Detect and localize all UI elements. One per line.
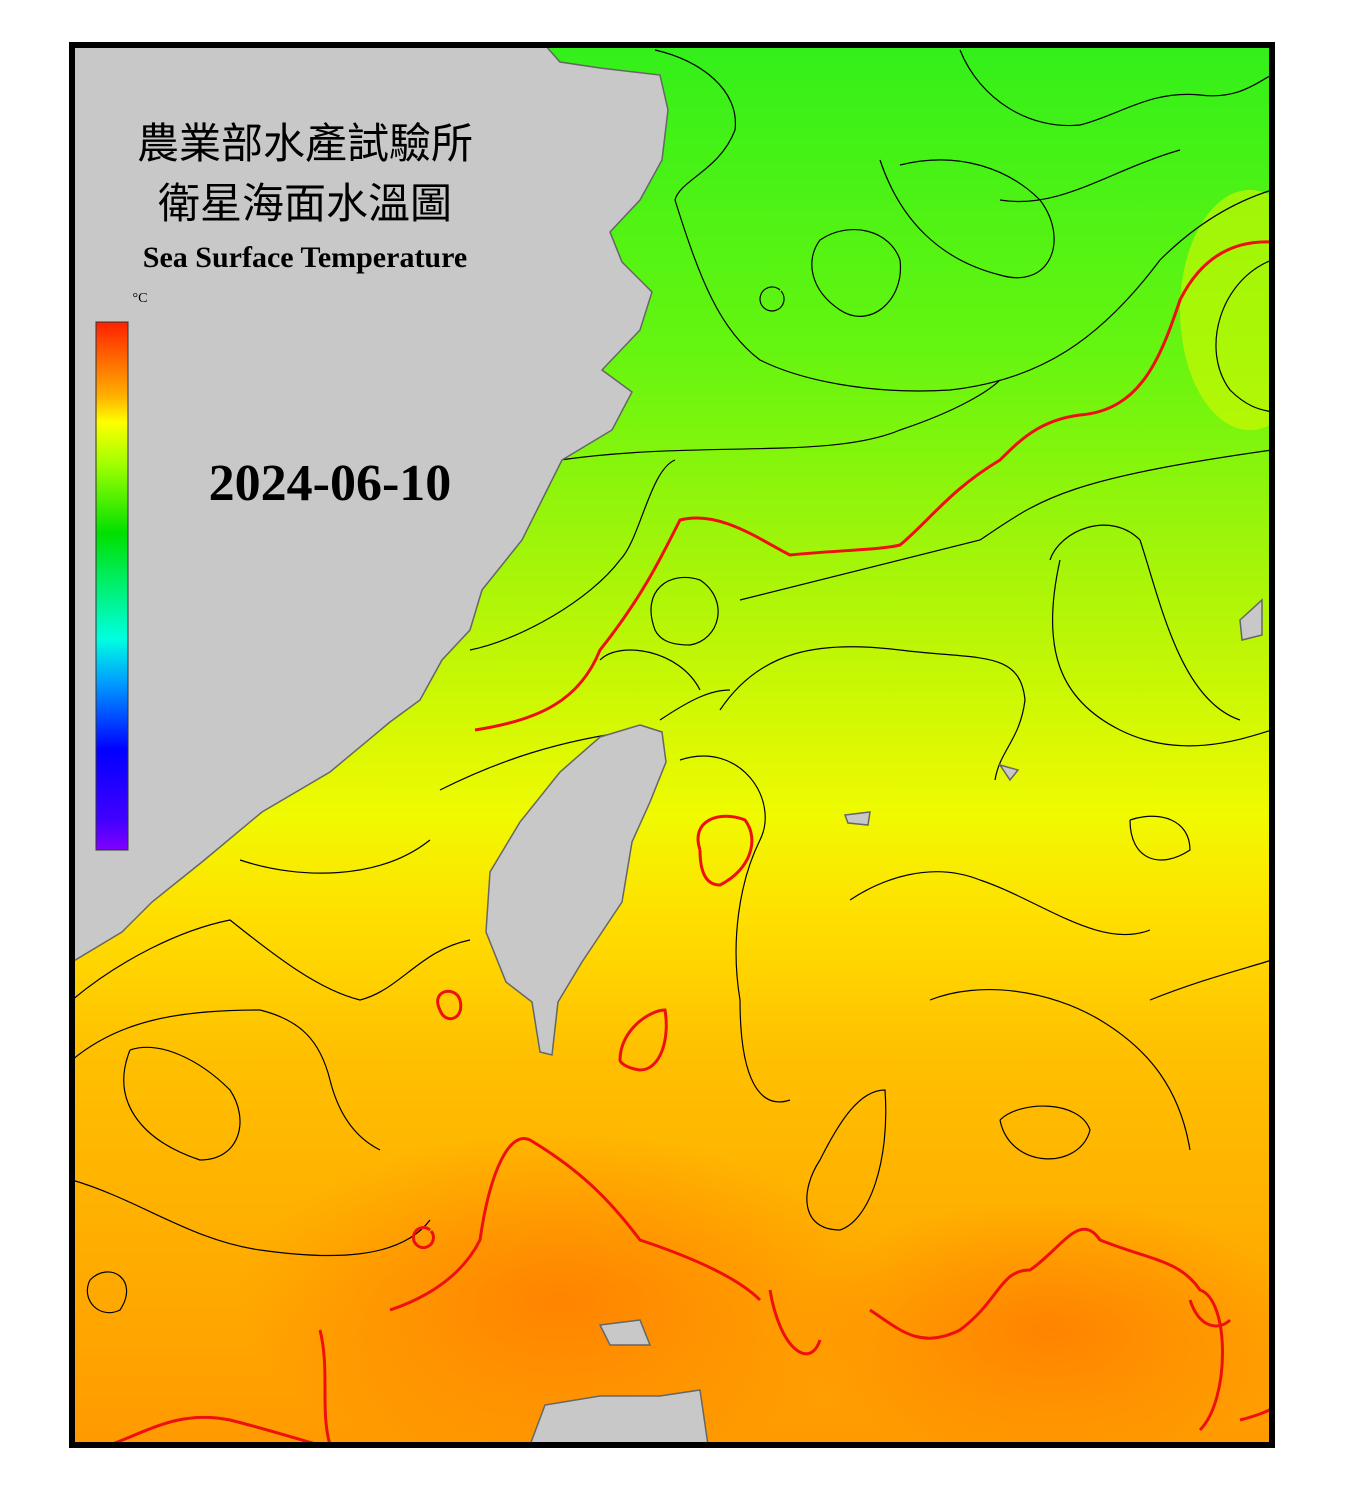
china-coast (72, 45, 669, 963)
title-zh: 農業部水產試驗所 (137, 121, 473, 168)
map-frame (69, 42, 1275, 1448)
date: 2024-06-10 (209, 455, 452, 512)
colorbar-unit: °C (133, 291, 148, 306)
contours (72, 49, 1272, 1314)
title-zh: 衛星海面水溫圖 (158, 182, 452, 228)
islands (598, 598, 1263, 1346)
title-en: Sea Surface Temperature (143, 241, 467, 274)
warm-area (240, 1130, 880, 1445)
warm-area (1180, 190, 1272, 430)
map-area (72, 45, 1272, 1445)
taiwan (485, 724, 667, 1056)
land (72, 45, 1263, 1445)
luzon (529, 1389, 709, 1445)
colorbar (95, 321, 129, 851)
contours-highlight (109, 240, 1272, 1445)
warm-area (790, 1200, 1272, 1445)
